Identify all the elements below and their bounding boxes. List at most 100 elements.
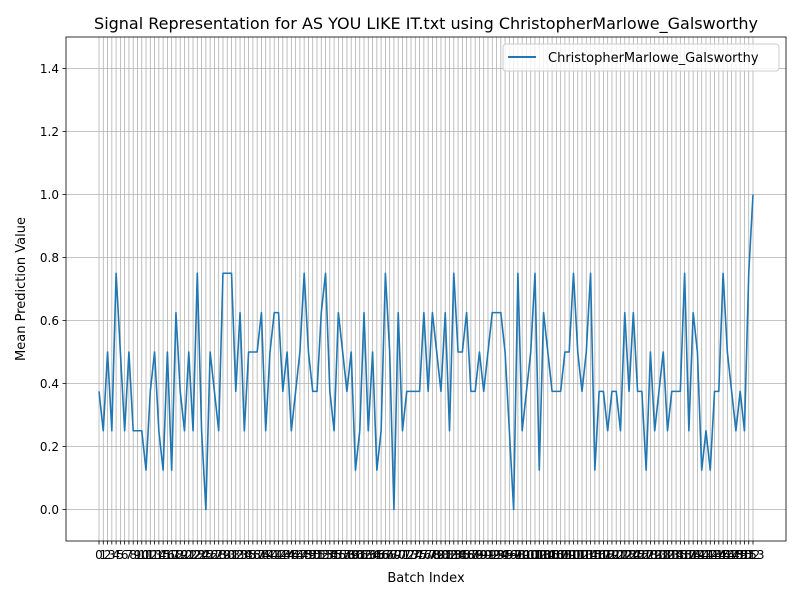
x-tick-label: 72 <box>399 548 414 562</box>
x-tick-label: 63 <box>361 548 376 562</box>
x-tick-label: 145 <box>707 548 730 562</box>
x-tick-label: 54 <box>322 548 337 562</box>
x-tick-label: 35 <box>241 548 256 562</box>
x-tick-label: 129 <box>639 548 662 562</box>
x-tick-label: 122 <box>609 548 632 562</box>
y-tick-label: 1.2 <box>40 125 59 139</box>
x-tick-label: 28 <box>211 548 226 562</box>
x-tick-label: 152 <box>737 548 760 562</box>
x-tick-label: 91 <box>480 548 495 562</box>
x-tick-label: 84 <box>450 548 465 562</box>
x-tick-label: 114 <box>575 548 598 562</box>
x-tick-label: 53 <box>318 548 333 562</box>
x-tick-label: 89 <box>472 548 487 562</box>
x-tick-label: 33 <box>232 548 247 562</box>
x-tick-label: 11 <box>138 548 153 562</box>
y-axis-label: Mean Prediction Value <box>14 217 29 361</box>
x-tick-label: 68 <box>382 548 397 562</box>
x-tick-label: 139 <box>682 548 705 562</box>
x-tick-label: 38 <box>254 548 269 562</box>
x-tick-label: 7 <box>125 548 133 562</box>
x-tick-label: 123 <box>613 548 636 562</box>
x-tick-label: 92 <box>485 548 500 562</box>
x-tick-label: 102 <box>524 548 547 562</box>
y-tick-label: 0.6 <box>40 314 59 328</box>
x-tick-label: 52 <box>314 548 329 562</box>
x-tick-label: 113 <box>571 548 594 562</box>
x-tick-label: 57 <box>335 548 350 562</box>
x-tick-label: 87 <box>463 548 478 562</box>
x-tick-label: 97 <box>506 548 521 562</box>
x-tick-label: 13 <box>147 548 162 562</box>
series-layer <box>98 194 754 511</box>
x-tick-label: 46 <box>288 548 303 562</box>
x-tick-label: 29 <box>215 548 230 562</box>
x-tick-label: 82 <box>442 548 457 562</box>
x-tick-label: 96 <box>502 548 517 562</box>
x-tick-label: 26 <box>202 548 217 562</box>
legend-box <box>502 43 780 72</box>
x-tick-label: 5 <box>117 548 125 562</box>
x-tick-label: 48 <box>297 548 312 562</box>
x-tick-label: 30 <box>220 548 235 562</box>
y-gridlines <box>66 68 786 510</box>
x-tick-label: 147 <box>716 548 739 562</box>
x-tick-label: 132 <box>652 548 675 562</box>
x-tick-label: 75 <box>412 548 427 562</box>
x-tick-label: 4 <box>112 548 120 562</box>
x-tick-label: 12 <box>143 548 158 562</box>
x-tick-label: 34 <box>237 548 252 562</box>
x-tick-label: 39 <box>258 548 273 562</box>
x-tick-label: 107 <box>545 548 568 562</box>
x-tick-label: 79 <box>429 548 444 562</box>
x-tick-label: 103 <box>528 548 551 562</box>
x-tick-label: 49 <box>301 548 316 562</box>
x-tick-label: 144 <box>703 548 726 562</box>
x-tick-label: 76 <box>416 548 431 562</box>
x-tick-label: 27 <box>207 548 222 562</box>
x-tick-label: 115 <box>579 548 602 562</box>
x-tick-label: 51 <box>309 548 324 562</box>
x-tick-label: 1 <box>99 548 107 562</box>
x-tick-label: 60 <box>348 548 363 562</box>
x-tick-label: 73 <box>403 548 418 562</box>
x-tick-label: 62 <box>356 548 371 562</box>
x-tick-label: 40 <box>262 548 277 562</box>
chart-title: Signal Representation for AS YOU LIKE IT… <box>94 14 758 34</box>
x-tick-label: 124 <box>618 548 641 562</box>
x-axis-ticks: 0123456789101112131415161718192021222324… <box>95 541 764 562</box>
x-tick-label: 94 <box>493 548 508 562</box>
x-tick-label: 141 <box>690 548 713 562</box>
x-tick-label: 24 <box>194 548 209 562</box>
y-tick-label: 0.0 <box>40 503 59 517</box>
x-tick-label: 137 <box>673 548 696 562</box>
y-tick-label: 1.0 <box>40 188 59 202</box>
x-tick-label: 88 <box>468 548 483 562</box>
x-tick-label: 135 <box>665 548 688 562</box>
x-tick-label: 74 <box>408 548 423 562</box>
x-tick-label: 149 <box>724 548 747 562</box>
x-tick-label: 95 <box>497 548 512 562</box>
x-tick-label: 67 <box>378 548 393 562</box>
x-tick-label: 86 <box>459 548 474 562</box>
y-tick-label: 1.4 <box>40 62 59 76</box>
x-tick-label: 125 <box>622 548 645 562</box>
x-tick-label: 45 <box>284 548 299 562</box>
x-tick-label: 85 <box>455 548 470 562</box>
x-tick-label: 138 <box>677 548 700 562</box>
x-tick-label: 143 <box>699 548 722 562</box>
x-tick-label: 19 <box>173 548 188 562</box>
x-tick-label: 153 <box>742 548 765 562</box>
x-tick-label: 119 <box>596 548 619 562</box>
x-axis-label: Batch Index <box>387 571 465 586</box>
x-tick-label: 148 <box>720 548 743 562</box>
x-tick-label: 47 <box>292 548 307 562</box>
x-tick-label: 77 <box>420 548 435 562</box>
x-tick-label: 118 <box>592 548 615 562</box>
x-tick-label: 44 <box>279 548 294 562</box>
x-tick-label: 112 <box>566 548 589 562</box>
x-tick-label: 146 <box>712 548 735 562</box>
x-tick-label: 117 <box>588 548 611 562</box>
x-tick-label: 32 <box>228 548 243 562</box>
